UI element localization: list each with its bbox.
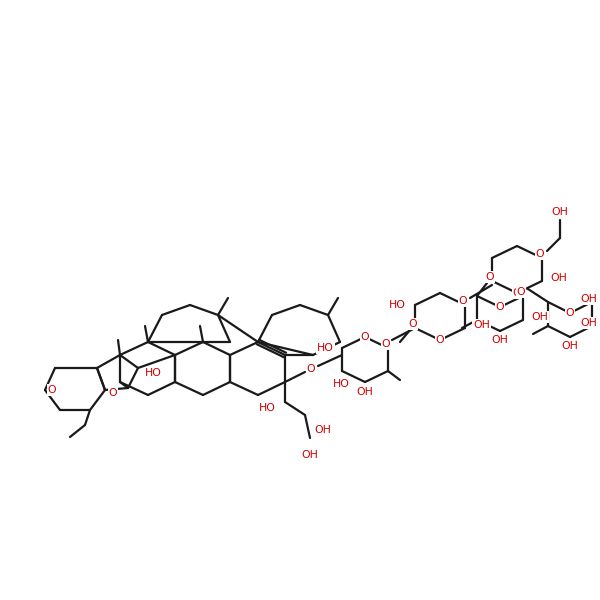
Text: O: O	[512, 288, 521, 298]
Text: OH: OH	[473, 320, 490, 330]
Text: O: O	[485, 272, 494, 282]
Text: HO: HO	[259, 403, 276, 413]
Text: OH: OH	[356, 387, 373, 397]
Text: OH: OH	[531, 312, 548, 322]
Text: HO: HO	[317, 343, 334, 353]
Text: OH: OH	[562, 341, 578, 351]
Text: HO: HO	[333, 379, 350, 389]
Text: O: O	[536, 249, 544, 259]
Text: O: O	[382, 339, 391, 349]
Text: OH: OH	[580, 318, 597, 328]
Text: O: O	[361, 332, 370, 342]
Text: OH: OH	[580, 294, 597, 304]
Text: O: O	[307, 364, 316, 374]
Text: HO: HO	[145, 368, 162, 378]
Text: O: O	[409, 319, 418, 329]
Text: O: O	[109, 388, 118, 398]
Text: O: O	[436, 335, 445, 345]
Text: OH: OH	[491, 335, 508, 345]
Text: O: O	[517, 287, 526, 297]
Text: OH: OH	[314, 425, 331, 435]
Text: OH: OH	[551, 207, 568, 217]
Text: HO: HO	[389, 300, 406, 310]
Text: O: O	[566, 308, 574, 318]
Text: OH: OH	[550, 273, 567, 283]
Text: OH: OH	[302, 450, 319, 460]
Text: O: O	[496, 302, 505, 312]
Text: O: O	[458, 296, 467, 306]
Text: O: O	[47, 385, 56, 395]
